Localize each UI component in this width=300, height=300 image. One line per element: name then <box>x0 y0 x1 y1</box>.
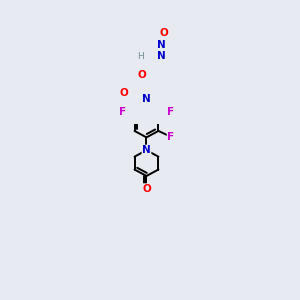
Text: F: F <box>167 132 174 142</box>
Text: O: O <box>142 184 151 194</box>
Text: N: N <box>157 40 166 50</box>
Text: F: F <box>118 107 126 117</box>
Text: N: N <box>157 51 166 61</box>
Text: N: N <box>142 94 151 104</box>
Text: O: O <box>119 88 128 98</box>
Text: H: H <box>137 52 144 61</box>
Text: F: F <box>167 107 174 117</box>
Text: O: O <box>137 70 146 80</box>
Text: O: O <box>160 28 169 38</box>
Text: N: N <box>142 145 151 155</box>
